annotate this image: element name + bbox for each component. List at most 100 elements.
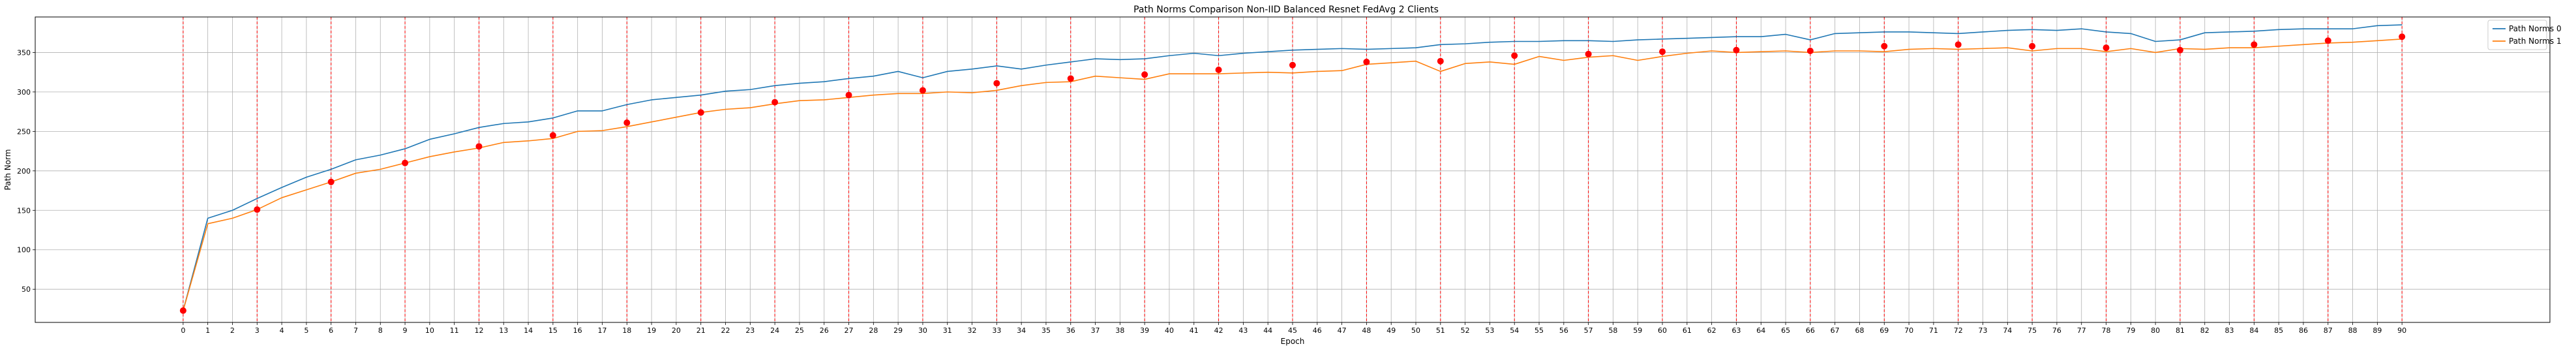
ticks-layer: 0 1 2 3 4 5 6 7 8 9 10 11 12 13 14 15 16 17 18 19 20 21 22 23 24… [17, 48, 2406, 335]
highlight-point [1881, 42, 1888, 50]
highlight-point [623, 119, 631, 127]
x-tick-label: 25 [795, 326, 804, 335]
x-tick-label: 47 [1338, 326, 1347, 335]
x-tick-label: 65 [1781, 326, 1790, 335]
highlight-point [1806, 48, 1814, 54]
x-tick-label: 82 [2200, 326, 2209, 335]
highlight-point [697, 109, 704, 116]
x-tick-label: 20 [672, 326, 681, 335]
x-tick-label: 70 [1904, 326, 1913, 335]
y-tick-label: 100 [17, 246, 31, 255]
x-tick-label: 24 [770, 326, 779, 335]
x-tick-label: 34 [1017, 326, 1026, 335]
x-tick-label: 48 [1362, 326, 1371, 335]
highlight-point [993, 80, 1000, 87]
x-tick-label: 12 [474, 326, 483, 335]
highlight-point [549, 132, 556, 139]
x-tick-label: 19 [647, 326, 656, 335]
x-tick-label: 33 [992, 326, 1001, 335]
highlight-point [1659, 48, 1666, 55]
x-tick-label: 69 [1880, 326, 1889, 335]
x-tick-label: 22 [721, 326, 730, 335]
x-tick-label: 87 [2324, 326, 2333, 335]
x-tick-label: 37 [1091, 326, 1100, 335]
x-tick-label: 71 [1929, 326, 1938, 335]
x-tick-label: 1 [205, 326, 210, 335]
x-tick-label: 0 [181, 326, 185, 335]
x-tick-label: 9 [403, 326, 408, 335]
x-tick-label: 43 [1238, 326, 1248, 335]
x-tick-label: 83 [2225, 326, 2234, 335]
x-tick-label: 44 [1263, 326, 1272, 335]
highlight-point [1215, 67, 1222, 74]
highlight-point [1733, 46, 1740, 54]
x-tick-label: 30 [918, 326, 927, 335]
x-tick-label: 40 [1165, 326, 1174, 335]
x-tick-label: 74 [2003, 326, 2012, 335]
x-tick-label: 50 [1411, 326, 1420, 335]
highlight-point [1067, 75, 1074, 82]
x-tick-label: 15 [548, 326, 558, 335]
highlight-point [2103, 44, 2110, 52]
highlight-point [2251, 41, 2258, 48]
x-tick-label: 36 [1066, 326, 1075, 335]
x-tick-label: 5 [304, 326, 308, 335]
x-tick-label: 18 [622, 326, 631, 335]
y-tick-label: 250 [17, 127, 31, 136]
x-tick-label: 51 [1436, 326, 1445, 335]
x-tick-label: 39 [1140, 326, 1149, 335]
x-tick-label: 66 [1806, 326, 1815, 335]
highlight-point [475, 143, 483, 150]
highlight-point [327, 178, 335, 185]
x-tick-label: 29 [893, 326, 903, 335]
x-tick-label: 14 [524, 326, 533, 335]
x-tick-label: 56 [1559, 326, 1568, 335]
x-tick-label: 53 [1485, 326, 1494, 335]
x-tick-label: 49 [1386, 326, 1396, 335]
highlight-point [1954, 41, 1962, 48]
y-tick-label: 300 [17, 88, 31, 97]
y-tick-label: 200 [17, 167, 31, 176]
x-tick-label: 79 [2126, 326, 2135, 335]
x-tick-label: 55 [1535, 326, 1544, 335]
x-tick-label: 63 [1731, 326, 1741, 335]
highlight-point [1141, 71, 1148, 78]
y-tick-label: 350 [17, 48, 31, 57]
legend-label-1: Path Norms 1 [2509, 37, 2562, 46]
x-tick-label: 81 [2176, 326, 2185, 335]
highlight-point [2029, 42, 2036, 50]
highlight-point [1511, 52, 1518, 59]
x-tick-label: 16 [573, 326, 582, 335]
highlight-point [1585, 50, 1592, 57]
x-tick-label: 78 [2102, 326, 2111, 335]
x-tick-label: 76 [2052, 326, 2061, 335]
x-tick-label: 11 [450, 326, 459, 335]
x-tick-label: 86 [2299, 326, 2308, 335]
x-tick-label: 77 [2077, 326, 2086, 335]
x-tick-label: 68 [1855, 326, 1864, 335]
x-tick-label: 42 [1214, 326, 1223, 335]
highlight-point [1363, 58, 1370, 65]
x-tick-label: 62 [1707, 326, 1716, 335]
highlight-points-layer [179, 33, 2406, 314]
legend: Path Norms 0 Path Norms 1 [2487, 20, 2562, 50]
highlight-point [179, 307, 187, 314]
highlight-point [2176, 46, 2183, 54]
series-line-0 [183, 24, 2403, 311]
legend-label-0: Path Norms 0 [2509, 24, 2562, 33]
x-tick-label: 61 [1683, 326, 1692, 335]
x-tick-label: 41 [1190, 326, 1199, 335]
x-tick-label: 46 [1313, 326, 1322, 335]
x-tick-label: 75 [2028, 326, 2037, 335]
x-axis-label: Epoch [1281, 337, 1305, 346]
x-tick-label: 67 [1831, 326, 1840, 335]
y-axis-label: Path Norm [3, 149, 12, 191]
x-tick-label: 32 [968, 326, 977, 335]
x-tick-label: 6 [329, 326, 333, 335]
x-tick-label: 3 [255, 326, 260, 335]
x-tick-label: 10 [425, 326, 434, 335]
x-tick-label: 54 [1510, 326, 1519, 335]
highlight-point [2324, 37, 2331, 44]
x-tick-label: 28 [869, 326, 878, 335]
